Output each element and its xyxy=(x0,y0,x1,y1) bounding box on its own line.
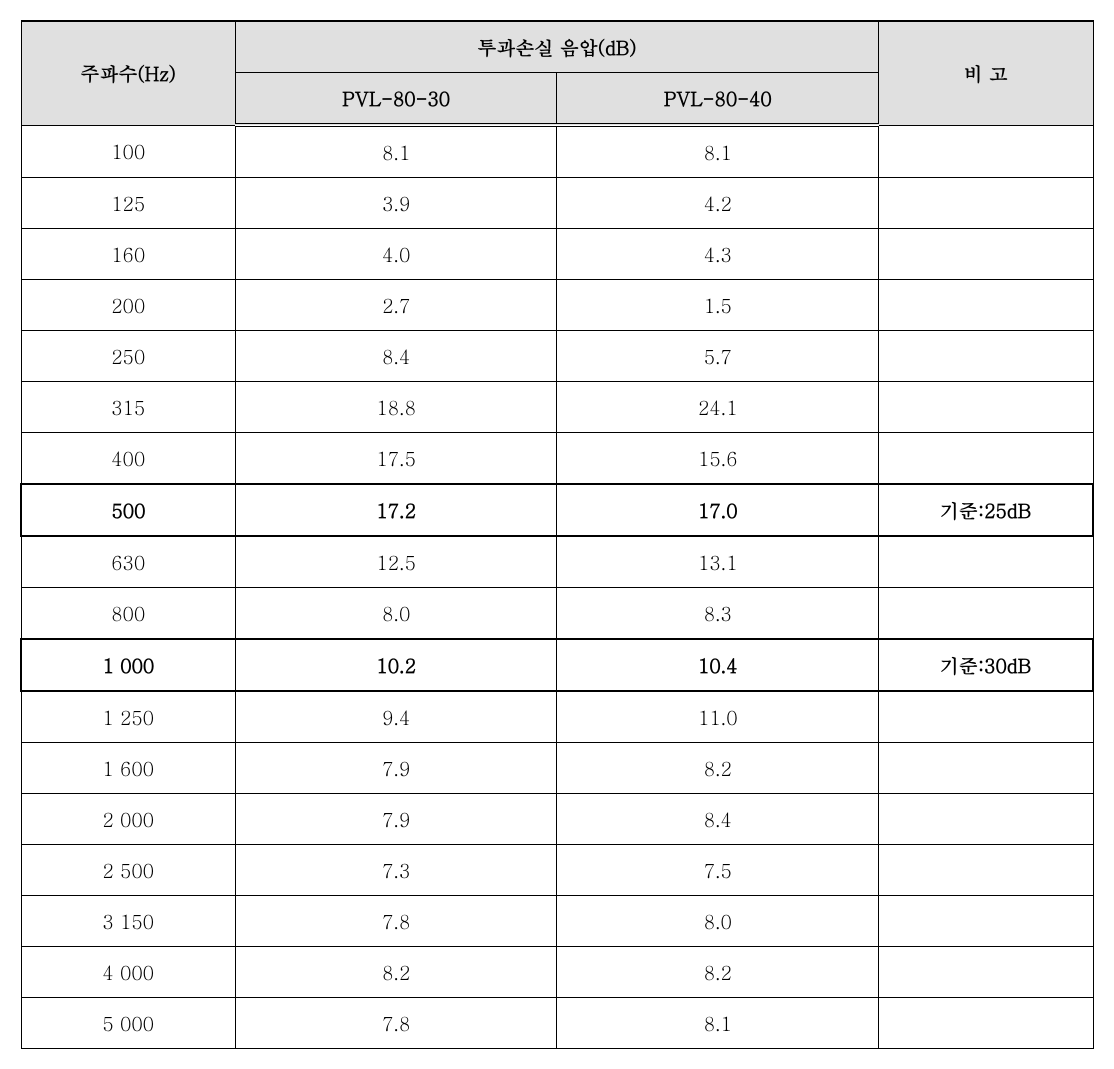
table-row: 3 1507.88.0 xyxy=(21,896,1093,947)
header-p2: PVL-80-40 xyxy=(557,73,879,126)
cell-note xyxy=(879,433,1093,485)
table-row: 5 0007.88.1 xyxy=(21,998,1093,1049)
transmission-loss-table: 주파수(Hz) 투과손실 음압(dB) 비 고 PVL-80-30 PVL-80… xyxy=(20,20,1094,1049)
cell-p2: 8.3 xyxy=(557,588,879,640)
cell-p2: 8.2 xyxy=(557,743,879,794)
table-row: 1 00010.210.4기준:30dB xyxy=(21,639,1093,691)
cell-note xyxy=(879,229,1093,280)
cell-p1: 7.9 xyxy=(235,743,557,794)
cell-freq: 1 250 xyxy=(21,691,235,743)
cell-p1: 9.4 xyxy=(235,691,557,743)
cell-p2: 4.3 xyxy=(557,229,879,280)
table-row: 8008.08.3 xyxy=(21,588,1093,640)
header-row-1: 주파수(Hz) 투과손실 음압(dB) 비 고 xyxy=(21,21,1093,73)
cell-p1: 3.9 xyxy=(235,178,557,229)
cell-p2: 15.6 xyxy=(557,433,879,485)
cell-freq: 630 xyxy=(21,536,235,588)
table-row: 2002.71.5 xyxy=(21,280,1093,331)
cell-p1: 8.0 xyxy=(235,588,557,640)
cell-p2: 5.7 xyxy=(557,331,879,382)
header-note: 비 고 xyxy=(879,21,1093,125)
cell-p2: 8.0 xyxy=(557,896,879,947)
cell-p1: 10.2 xyxy=(235,639,557,691)
cell-p1: 2.7 xyxy=(235,280,557,331)
cell-p1: 8.2 xyxy=(235,947,557,998)
cell-p2: 4.2 xyxy=(557,178,879,229)
cell-freq: 160 xyxy=(21,229,235,280)
cell-freq: 125 xyxy=(21,178,235,229)
cell-p1: 4.0 xyxy=(235,229,557,280)
cell-p2: 11.0 xyxy=(557,691,879,743)
cell-note xyxy=(879,896,1093,947)
table-row: 4 0008.28.2 xyxy=(21,947,1093,998)
cell-p2: 8.4 xyxy=(557,794,879,845)
cell-note xyxy=(879,947,1093,998)
cell-p2: 24.1 xyxy=(557,382,879,433)
cell-freq: 3 150 xyxy=(21,896,235,947)
cell-p1: 17.2 xyxy=(235,484,557,536)
cell-p1: 7.8 xyxy=(235,896,557,947)
cell-p2: 7.5 xyxy=(557,845,879,896)
cell-p2: 8.2 xyxy=(557,947,879,998)
cell-p1: 18.8 xyxy=(235,382,557,433)
cell-p1: 7.9 xyxy=(235,794,557,845)
table-row: 40017.515.6 xyxy=(21,433,1093,485)
table-row: 50017.217.0기준:25dB xyxy=(21,484,1093,536)
cell-note xyxy=(879,588,1093,640)
header-p1: PVL-80-30 xyxy=(235,73,557,126)
cell-freq: 4 000 xyxy=(21,947,235,998)
table-row: 63012.513.1 xyxy=(21,536,1093,588)
table-row: 1253.94.2 xyxy=(21,178,1093,229)
cell-freq: 2 000 xyxy=(21,794,235,845)
cell-note: 기준:30dB xyxy=(879,639,1093,691)
cell-p2: 8.1 xyxy=(557,998,879,1049)
table-row: 2508.45.7 xyxy=(21,331,1093,382)
table-row: 1604.04.3 xyxy=(21,229,1093,280)
cell-freq: 500 xyxy=(21,484,235,536)
cell-p2: 13.1 xyxy=(557,536,879,588)
table-row: 1 6007.98.2 xyxy=(21,743,1093,794)
cell-freq: 800 xyxy=(21,588,235,640)
table-row: 2 0007.98.4 xyxy=(21,794,1093,845)
cell-note xyxy=(879,178,1093,229)
cell-note xyxy=(879,691,1093,743)
cell-note xyxy=(879,536,1093,588)
cell-p1: 8.1 xyxy=(235,125,557,178)
cell-p2: 8.1 xyxy=(557,125,879,178)
table-body: 1008.18.11253.94.21604.04.32002.71.52508… xyxy=(21,125,1093,1049)
cell-p1: 8.4 xyxy=(235,331,557,382)
cell-p2: 17.0 xyxy=(557,484,879,536)
cell-note xyxy=(879,125,1093,178)
cell-note xyxy=(879,743,1093,794)
table-row: 1008.18.1 xyxy=(21,125,1093,178)
cell-freq: 250 xyxy=(21,331,235,382)
cell-freq: 1 000 xyxy=(21,639,235,691)
table-row: 31518.824.1 xyxy=(21,382,1093,433)
cell-freq: 2 500 xyxy=(21,845,235,896)
cell-note xyxy=(879,280,1093,331)
cell-p1: 7.3 xyxy=(235,845,557,896)
cell-freq: 200 xyxy=(21,280,235,331)
table-row: 2 5007.37.5 xyxy=(21,845,1093,896)
cell-note xyxy=(879,845,1093,896)
cell-note: 기준:25dB xyxy=(879,484,1093,536)
cell-p1: 7.8 xyxy=(235,998,557,1049)
cell-note xyxy=(879,382,1093,433)
cell-p1: 17.5 xyxy=(235,433,557,485)
cell-freq: 100 xyxy=(21,125,235,178)
cell-note xyxy=(879,998,1093,1049)
table-row: 1 2509.411.0 xyxy=(21,691,1093,743)
header-loss-group: 투과손실 음압(dB) xyxy=(235,21,878,73)
cell-p2: 1.5 xyxy=(557,280,879,331)
cell-freq: 1 600 xyxy=(21,743,235,794)
cell-p2: 10.4 xyxy=(557,639,879,691)
cell-freq: 5 000 xyxy=(21,998,235,1049)
header-freq: 주파수(Hz) xyxy=(21,21,235,125)
cell-note xyxy=(879,794,1093,845)
cell-p1: 12.5 xyxy=(235,536,557,588)
cell-freq: 315 xyxy=(21,382,235,433)
cell-note xyxy=(879,331,1093,382)
cell-freq: 400 xyxy=(21,433,235,485)
